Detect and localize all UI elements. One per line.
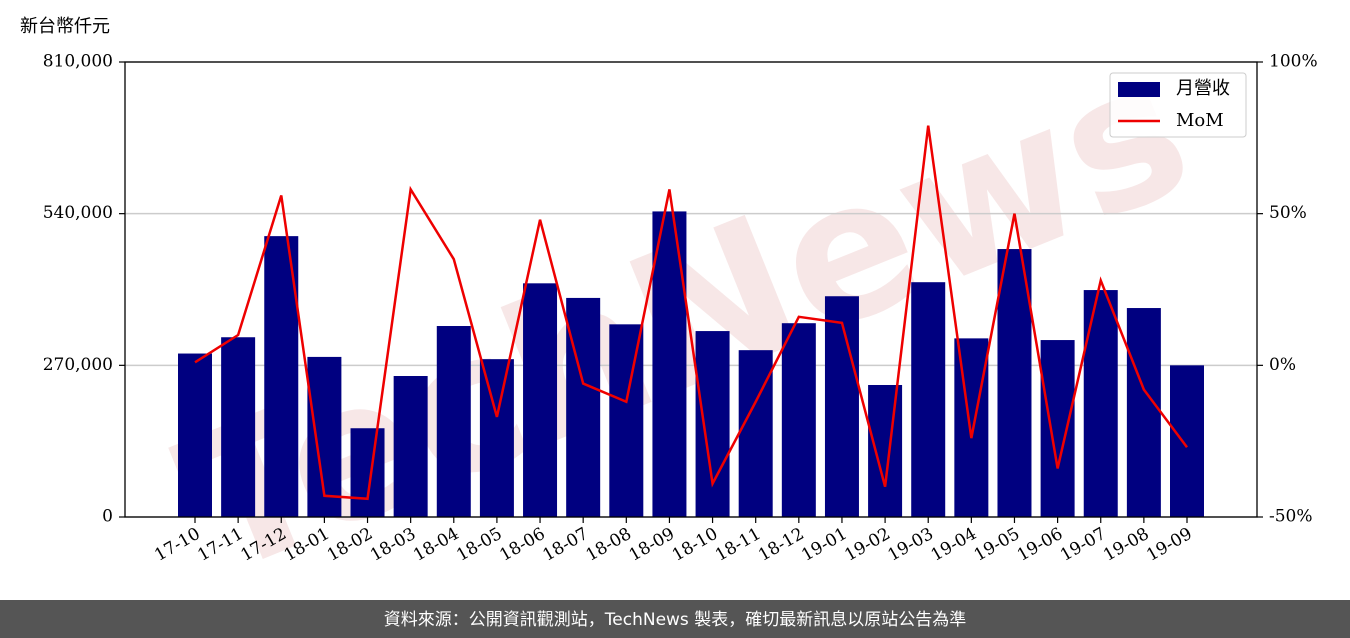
x-tick-label: 19-01 <box>798 524 850 566</box>
x-tick-label: 18-05 <box>453 524 505 566</box>
bar <box>824 296 859 517</box>
bar <box>350 428 385 517</box>
bar <box>911 282 946 517</box>
x-tick-label: 18-08 <box>583 524 635 566</box>
bar <box>738 350 773 517</box>
x-tick-label: 19-03 <box>885 524 937 566</box>
legend-label: MoM <box>1176 110 1224 131</box>
line <box>194 125 1189 501</box>
bar <box>436 326 471 517</box>
x-tick-label: 18-06 <box>496 524 548 566</box>
bar <box>479 359 514 517</box>
bar <box>393 376 428 517</box>
bar <box>178 353 212 517</box>
x-tick-label: 18-10 <box>669 524 721 566</box>
bar <box>523 283 558 517</box>
x-tick-label: 19-09 <box>1143 524 1195 566</box>
x-tick-label: 19-05 <box>971 524 1023 566</box>
y-tick-label: 0 <box>102 507 113 527</box>
bar <box>1040 340 1075 517</box>
bar <box>695 331 730 517</box>
y2-tick-label: 50% <box>1269 203 1307 223</box>
y-tick-label: 540,000 <box>43 203 113 223</box>
x-tick-label: 19-07 <box>1057 524 1109 566</box>
bar <box>652 211 687 518</box>
x-tick-label: 18-07 <box>539 524 591 566</box>
y-tick-label: 270,000 <box>43 355 113 375</box>
x-tick-label: 19-08 <box>1100 524 1152 566</box>
legend-label: 月營收 <box>1176 78 1230 99</box>
bar <box>221 337 256 517</box>
bar <box>997 249 1032 518</box>
legend: 月營收 MoM <box>1109 72 1247 138</box>
bar <box>954 338 989 517</box>
x-tick-label: 18-12 <box>755 524 807 566</box>
y-axis-label: 新台幣仟元 <box>20 16 110 37</box>
plot-frame <box>124 61 1258 518</box>
y2-tick-label: 0% <box>1269 355 1296 375</box>
x-tick-label: 18-11 <box>712 524 764 566</box>
x-tick-label: 19-06 <box>1014 524 1066 566</box>
footer: 資料來源：公開資訊觀測站，TechNews 製表，確切最新訊息以原站公告為準 <box>384 610 966 630</box>
x-tick-label: 19-04 <box>928 524 980 566</box>
bar <box>868 384 903 517</box>
y-tick-label: 810,000 <box>43 52 113 72</box>
bar <box>566 297 601 517</box>
bar <box>1126 308 1161 517</box>
bar <box>781 323 816 517</box>
y2-tick-label: -50% <box>1269 507 1313 527</box>
x-tick-label: 19-02 <box>841 524 893 566</box>
legend-swatch <box>1118 82 1160 97</box>
x-tick-label: 18-09 <box>626 524 678 566</box>
bar <box>1083 290 1118 517</box>
bar <box>609 324 644 517</box>
bar <box>1170 365 1204 517</box>
footer-bar <box>0 600 1350 638</box>
x-tick-label: 17-10 <box>151 524 203 566</box>
y2-tick-label: 100% <box>1269 52 1318 72</box>
